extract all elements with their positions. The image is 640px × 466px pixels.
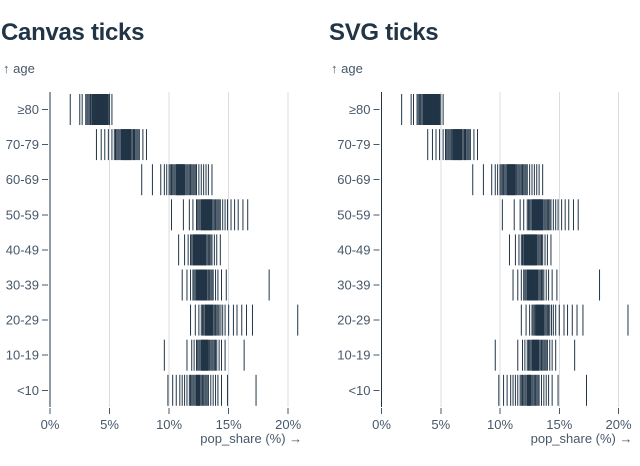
age-row: 40-49 bbox=[6, 234, 221, 266]
y-tick-label: 20-29 bbox=[337, 313, 370, 328]
age-row: ≥80 bbox=[17, 94, 113, 125]
canvas-ticks-plot: ↑ age 0% 5% 10% 15% 20%pop_share (%) → ≥80 70-7… bbox=[3, 61, 302, 446]
x-axis-title: pop_share (%) → bbox=[200, 431, 302, 446]
tick-series bbox=[494, 339, 576, 371]
tick-series bbox=[512, 269, 601, 301]
tick-series bbox=[69, 94, 113, 125]
x-tick-label: 0% bbox=[41, 417, 60, 432]
age-row: 20-29 bbox=[337, 304, 629, 336]
tick-series bbox=[95, 129, 147, 161]
tick-series bbox=[508, 234, 552, 266]
x-tick-label: 5% bbox=[431, 417, 450, 432]
x-tick-label: 5% bbox=[100, 417, 119, 432]
x-tick-label: 0% bbox=[372, 417, 391, 432]
age-row: 20-29 bbox=[6, 304, 299, 336]
tick-series bbox=[427, 129, 478, 161]
age-row: 30-39 bbox=[6, 269, 270, 301]
age-row: <10 bbox=[17, 374, 257, 406]
tick-series bbox=[163, 339, 245, 371]
y-tick-label: 40-49 bbox=[337, 242, 370, 257]
tick-series bbox=[401, 94, 444, 125]
y-axis-title: ↑ age bbox=[3, 61, 35, 76]
chart-canvas-ticks: Canvas ticks ↑ age 0% 5% 10% 15% 20% pop_share… bbox=[1, 0, 313, 466]
grid bbox=[109, 92, 289, 407]
age-row: 70-79 bbox=[6, 129, 147, 161]
x-tick-label: 20% bbox=[275, 417, 301, 432]
x-axis-title: pop_share (%) → bbox=[531, 431, 633, 446]
age-row: ≥80 bbox=[349, 94, 444, 125]
y-tick-label: 20-29 bbox=[6, 313, 39, 328]
x-tick-label: 10% bbox=[487, 417, 513, 432]
y-tick-label: 50-59 bbox=[6, 207, 39, 222]
tick-series bbox=[141, 164, 213, 196]
x-tick-label: 20% bbox=[605, 417, 631, 432]
chart-title-svg: SVG ticks bbox=[329, 19, 439, 46]
age-row: 10-19 bbox=[337, 339, 576, 371]
y-tick-label: <10 bbox=[348, 383, 370, 398]
y-tick-label: 70-79 bbox=[6, 137, 39, 152]
x-tick-label: 15% bbox=[216, 417, 242, 432]
age-row: 70-79 bbox=[337, 129, 478, 161]
tick-series bbox=[498, 374, 588, 406]
y-tick-label: 30-39 bbox=[337, 278, 370, 293]
age-row: 50-59 bbox=[6, 199, 249, 231]
x-tick-label: 15% bbox=[546, 417, 572, 432]
y-tick-label: 30-39 bbox=[6, 278, 39, 293]
y-tick-label: 60-69 bbox=[6, 172, 39, 187]
y-tick-label: <10 bbox=[17, 383, 39, 398]
y-tick-label: 70-79 bbox=[337, 137, 370, 152]
tick-series bbox=[472, 164, 544, 196]
svg-ticks-plot: ↑ age 0% 5% 10% 15% 20%pop_share (%) → ≥80 70-7… bbox=[331, 61, 633, 446]
y-tick-label: 50-59 bbox=[337, 207, 370, 222]
tick-series bbox=[190, 304, 299, 336]
age-row: 10-19 bbox=[6, 339, 245, 371]
tick-series bbox=[170, 199, 249, 231]
x-tick-label: 10% bbox=[156, 417, 182, 432]
x-axis: 0% 5% 10% 15% 20%pop_share (%) → bbox=[41, 408, 302, 446]
y-axis-title: ↑ age bbox=[331, 61, 363, 76]
chart-title-canvas: Canvas ticks bbox=[1, 19, 145, 46]
y-tick-label: ≥80 bbox=[17, 102, 39, 117]
y-tick-label: 40-49 bbox=[6, 242, 39, 257]
y-tick-label: 60-69 bbox=[337, 172, 370, 187]
age-row: <10 bbox=[348, 374, 588, 406]
y-tick-label: 10-19 bbox=[6, 348, 39, 363]
chart-svg-ticks: SVG ticks ↑ age 0% 5% 10% 15% 20% pop_share (%… bbox=[329, 0, 640, 466]
tick-series bbox=[520, 304, 629, 336]
y-tick-label: ≥80 bbox=[349, 102, 371, 117]
x-axis: 0% 5% 10% 15% 20%pop_share (%) → bbox=[372, 408, 633, 446]
age-row: 30-39 bbox=[337, 269, 601, 301]
tick-series bbox=[181, 269, 270, 301]
y-tick-label: 10-19 bbox=[337, 348, 370, 363]
age-row: 40-49 bbox=[337, 234, 552, 266]
tick-series bbox=[178, 234, 221, 266]
grid bbox=[440, 92, 619, 407]
tick-series bbox=[501, 199, 579, 231]
age-row: 60-69 bbox=[6, 164, 213, 196]
age-row: 60-69 bbox=[337, 164, 544, 196]
age-row: 50-59 bbox=[337, 199, 579, 231]
tick-series bbox=[167, 374, 257, 406]
